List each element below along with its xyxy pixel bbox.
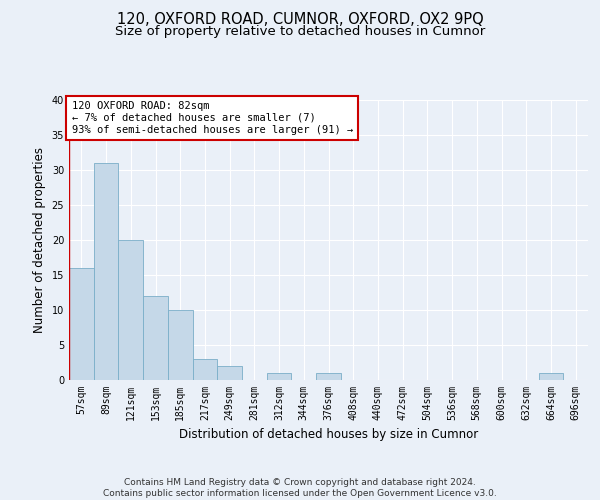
Text: Contains HM Land Registry data © Crown copyright and database right 2024.
Contai: Contains HM Land Registry data © Crown c… (103, 478, 497, 498)
X-axis label: Distribution of detached houses by size in Cumnor: Distribution of detached houses by size … (179, 428, 478, 442)
Text: 120 OXFORD ROAD: 82sqm
← 7% of detached houses are smaller (7)
93% of semi-detac: 120 OXFORD ROAD: 82sqm ← 7% of detached … (71, 102, 353, 134)
Bar (193, 359, 217, 380)
Bar (69, 268, 94, 380)
Bar (539, 373, 563, 380)
Y-axis label: Number of detached properties: Number of detached properties (33, 147, 46, 333)
Bar (267, 373, 292, 380)
Bar (94, 163, 118, 380)
Bar (118, 240, 143, 380)
Bar (168, 310, 193, 380)
Text: 120, OXFORD ROAD, CUMNOR, OXFORD, OX2 9PQ: 120, OXFORD ROAD, CUMNOR, OXFORD, OX2 9P… (116, 12, 484, 28)
Text: Size of property relative to detached houses in Cumnor: Size of property relative to detached ho… (115, 25, 485, 38)
Bar (143, 296, 168, 380)
Bar (316, 373, 341, 380)
Bar (217, 366, 242, 380)
